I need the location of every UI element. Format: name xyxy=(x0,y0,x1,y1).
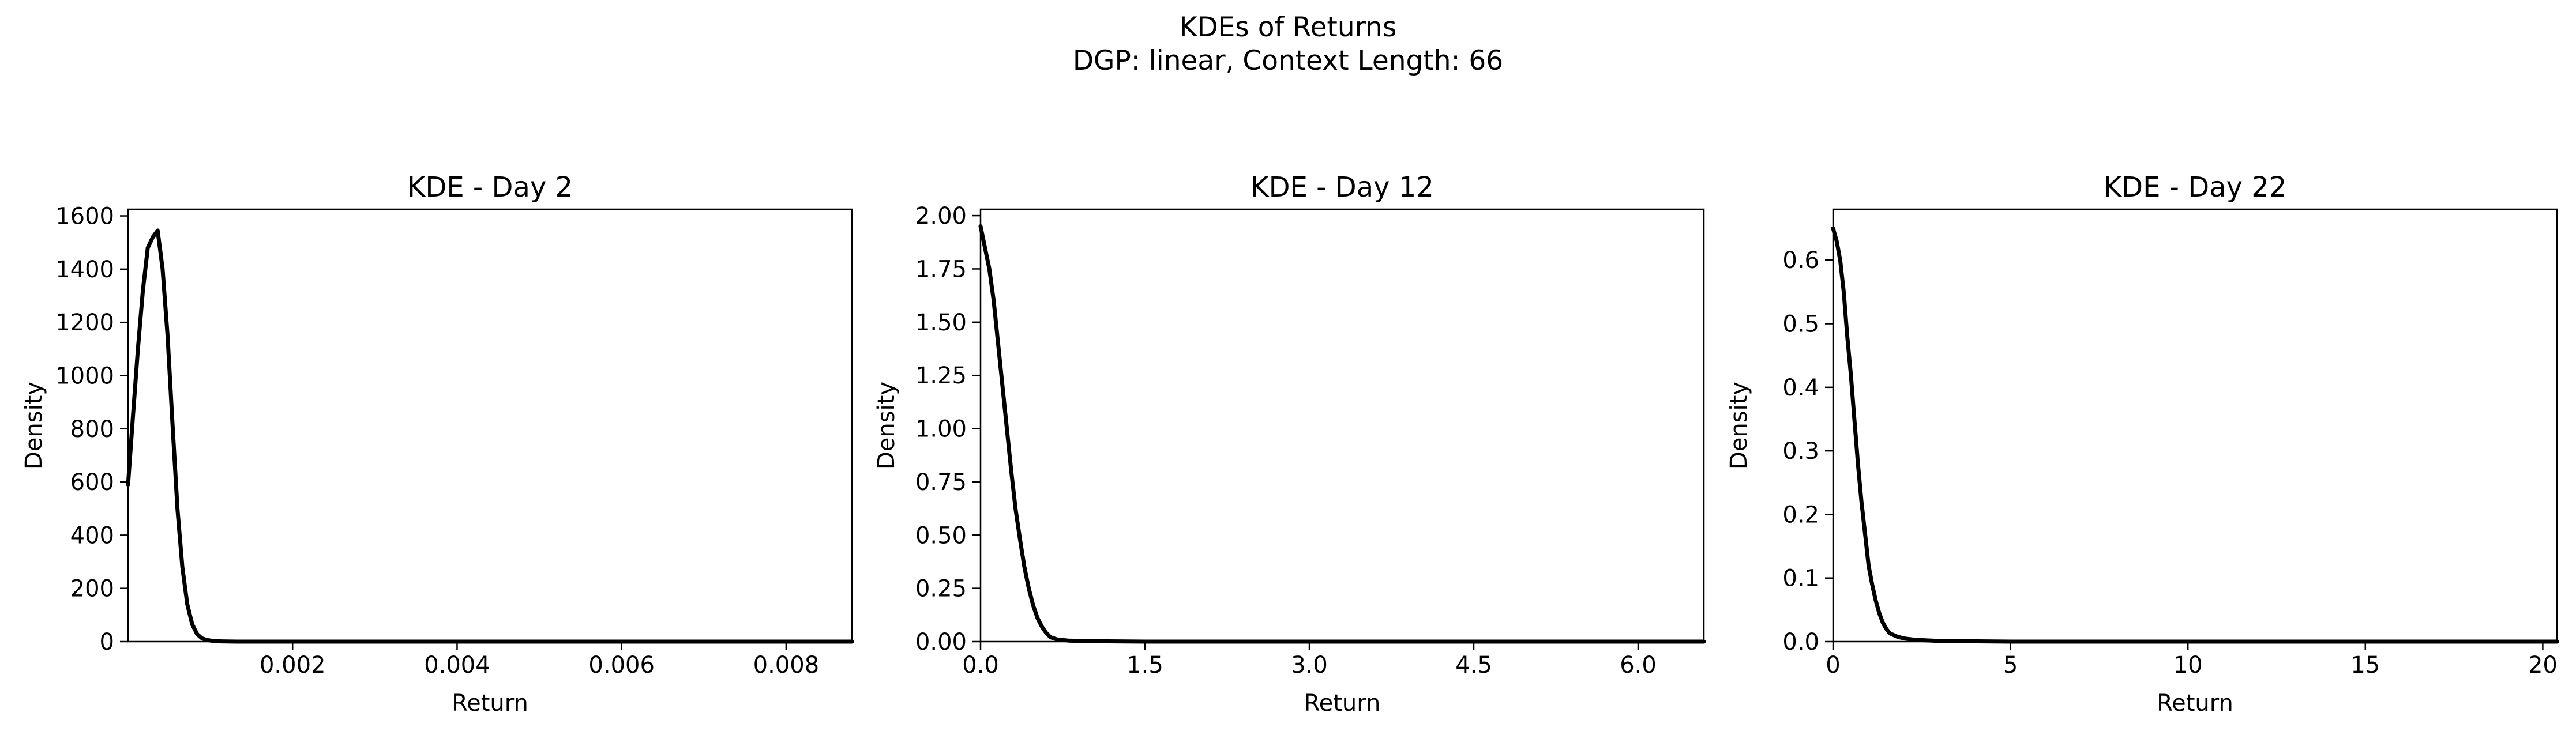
x-tick-label: 0.004 xyxy=(424,652,490,679)
x-tick-label: 0.002 xyxy=(260,652,326,679)
x-tick-label: 0.008 xyxy=(753,652,820,679)
x-tick-label: 3.0 xyxy=(1291,652,1328,679)
y-axis-label: Density xyxy=(1726,382,1752,469)
y-tick-label: 0.2 xyxy=(1782,502,1819,528)
kde-density-line xyxy=(978,224,1706,644)
panel-title: KDE - Day 2 xyxy=(407,171,573,203)
y-tick-label: 0.3 xyxy=(1782,438,1819,465)
y-tick-label: 0.0 xyxy=(1782,629,1819,655)
y-tick-label: 1400 xyxy=(55,257,114,283)
x-axis-label: Return xyxy=(1304,690,1381,717)
figure-subtitle: DGP: linear, Context Length: 66 xyxy=(1073,45,1503,77)
x-axis-label: Return xyxy=(452,690,528,717)
x-tick-label: 10 xyxy=(2173,652,2203,679)
y-tick-label: 0.25 xyxy=(915,576,967,602)
axes-frame xyxy=(979,208,1705,643)
y-tick-label: 0.50 xyxy=(915,522,967,549)
kde-panel-day-12: KDE - Day 12 Return Density 0.0 1.5 3.0 4.5… xyxy=(873,171,1706,717)
x-tick-label: 15 xyxy=(2350,652,2380,679)
kde-panel-day-22: KDE - Day 22 Return Density 0 5 10 15 20 0.0 0… xyxy=(1726,171,2559,717)
y-tick-label: 1600 xyxy=(55,203,114,230)
y-tick-label: 2.00 xyxy=(915,203,967,229)
kde-panel-day-2: KDE - Day 2 Return Density 0.002 0.004 0.0… xyxy=(21,171,854,717)
panel-title: KDE - Day 12 xyxy=(1251,171,1434,203)
y-tick-label: 0.6 xyxy=(1782,247,1819,274)
y-tick-label: 600 xyxy=(70,469,114,496)
y-tick-label: 1000 xyxy=(55,363,114,389)
y-tick-label: 0 xyxy=(100,629,114,655)
x-tick-label: 20 xyxy=(2528,652,2558,679)
axes-frame xyxy=(127,208,853,643)
y-tick-label: 0.00 xyxy=(915,629,967,655)
y-tick-label: 1.50 xyxy=(915,310,967,336)
y-tick-label: 800 xyxy=(70,416,114,443)
y-tick-label: 0.75 xyxy=(915,469,967,496)
x-tick-label: 4.5 xyxy=(1455,652,1492,679)
x-axis-label: Return xyxy=(2157,690,2233,717)
y-tick-label: 1.75 xyxy=(915,256,967,282)
y-tick-label: 0.5 xyxy=(1782,311,1819,338)
y-tick-label: 0.4 xyxy=(1782,375,1819,401)
x-tick-label: 5 xyxy=(2003,652,2018,679)
x-tick-label: 0 xyxy=(1826,652,1840,679)
y-tick-label: 200 xyxy=(70,576,114,602)
y-tick-label: 1.25 xyxy=(915,363,967,389)
x-tick-label: 0.0 xyxy=(962,652,999,679)
kde-density-line xyxy=(1831,226,2559,644)
figure-title-line1: KDEs of Returns xyxy=(1180,12,1397,43)
y-axis-label: Density xyxy=(873,382,900,469)
y-tick-label: 1200 xyxy=(55,310,114,336)
y-tick-label: 0.1 xyxy=(1782,566,1819,592)
x-tick-label: 0.006 xyxy=(588,652,655,679)
y-tick-label: 1.00 xyxy=(915,416,967,443)
axes-frame xyxy=(1832,208,2558,643)
y-tick-label: 400 xyxy=(70,522,114,549)
panel-title: KDE - Day 22 xyxy=(2104,171,2287,203)
x-tick-label: 1.5 xyxy=(1126,652,1163,679)
kde-density-line xyxy=(126,228,854,644)
x-tick-label: 6.0 xyxy=(1620,652,1657,679)
y-axis-label: Density xyxy=(21,382,47,469)
